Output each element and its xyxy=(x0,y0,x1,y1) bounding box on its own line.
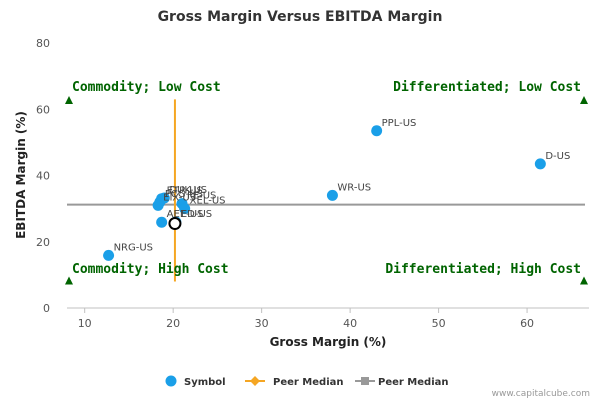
x-tick-label: 30 xyxy=(255,317,269,330)
peer-median-lines xyxy=(67,99,585,282)
data-point-label-eix-us: EIX-US xyxy=(163,192,196,203)
y-tick-label: 20 xyxy=(36,236,50,249)
data-point-label-ppl-us: PPL-US xyxy=(382,118,417,129)
x-tick-label: 40 xyxy=(343,317,357,330)
quadrant-label-bottom-left: Commodity; High Cost xyxy=(72,262,229,277)
legend-item-symbol[interactable]: Symbol xyxy=(165,375,226,389)
quadrant-marker-bottom-left xyxy=(65,276,73,285)
data-point-label-fe-us: FE-US xyxy=(187,191,216,202)
legend-label-peer-median-y: Peer Median xyxy=(378,377,449,388)
data-point-label-wr-us: WR-US xyxy=(337,182,371,193)
data-point-aee-us xyxy=(156,216,168,228)
data-point-label-aee-us: AEE-US xyxy=(167,209,204,220)
legend-diamond-marker xyxy=(250,376,260,386)
y-tick-label: 80 xyxy=(36,37,50,50)
data-point-label-ed-us: ED-US xyxy=(181,209,212,220)
legend-square-marker xyxy=(361,377,369,385)
quadrant-label-top-left: Commodity; Low Cost xyxy=(72,80,221,95)
axes: 10 20 30 40 50 60 0 20 40 60 80 xyxy=(36,37,589,330)
data-point-labels: NRG-US PPL-US D-US WR-US ETR-USEIX-USPCG-USD… xyxy=(114,118,571,254)
legend-item-peer-median-x[interactable]: Peer Median xyxy=(245,376,344,388)
x-tick-label: 20 xyxy=(166,317,180,330)
highlight-point xyxy=(168,217,182,231)
legend-label-peer-median-x: Peer Median xyxy=(273,377,344,388)
x-tick-label: 10 xyxy=(78,317,92,330)
data-point-label-duk-us: DUK-US xyxy=(169,185,207,196)
data-point-label-pcg-us: PCG-US xyxy=(165,189,203,200)
legend-circle-marker xyxy=(165,375,177,387)
data-points xyxy=(103,125,546,261)
data-point-xel-us xyxy=(179,203,191,215)
data-point-duk-us xyxy=(158,192,170,204)
quadrant-marker-top-left xyxy=(65,95,73,104)
credit-text: www.capitalcube.com xyxy=(492,389,590,399)
data-point-label-d-us: D-US xyxy=(545,151,570,162)
y-tick-label: 40 xyxy=(36,170,50,183)
data-point-ppl-us xyxy=(371,125,383,137)
data-point-label-xel-us: XEL-US xyxy=(190,196,226,207)
y-tick-label: 60 xyxy=(36,103,50,116)
data-point-d-us xyxy=(534,158,546,170)
legend: Symbol Peer Median Peer Median xyxy=(165,375,449,389)
legend-item-peer-median-y[interactable]: Peer Median xyxy=(355,377,449,388)
x-tick-label: 50 xyxy=(432,317,446,330)
chart-title: Gross Margin Versus EBITDA Margin xyxy=(158,9,443,25)
quadrant-marker-top-right xyxy=(580,95,588,104)
quadrant-label-top-right: Differentiated; Low Cost xyxy=(393,80,581,95)
quadrant-labels: Commodity; Low Cost Differentiated; Low C… xyxy=(65,80,588,285)
x-axis-title: Gross Margin (%) xyxy=(270,335,387,349)
data-point-label-nrg-us: NRG-US xyxy=(114,242,153,253)
data-point-nrg-us xyxy=(103,249,115,261)
x-axis-ticks: 10 20 30 40 50 60 xyxy=(78,308,534,330)
quadrant-label-bottom-right: Differentiated; High Cost xyxy=(385,262,581,277)
data-point-wr-us xyxy=(326,189,338,201)
x-tick-label: 60 xyxy=(520,317,534,330)
y-axis-ticks: 0 20 40 60 80 xyxy=(36,37,50,315)
y-tick-label: 0 xyxy=(43,302,50,315)
y-axis-title: EBITDA Margin (%) xyxy=(14,111,28,239)
quadrant-marker-bottom-right xyxy=(580,276,588,285)
legend-label-symbol: Symbol xyxy=(184,377,226,388)
data-point-label-etr-us: ETR-US xyxy=(167,186,203,197)
